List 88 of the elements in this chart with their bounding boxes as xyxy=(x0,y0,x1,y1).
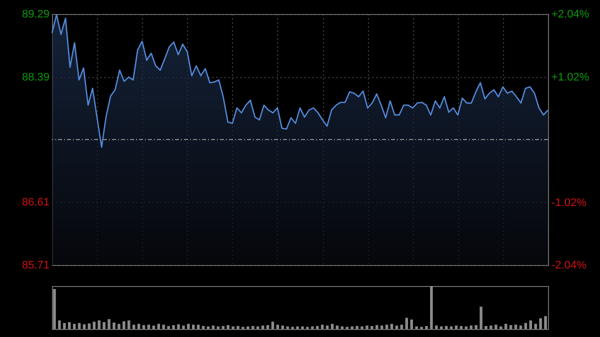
bar xyxy=(509,325,512,329)
bar xyxy=(281,326,284,329)
bar xyxy=(226,325,230,329)
bar xyxy=(112,322,116,329)
bar xyxy=(53,289,56,329)
bar xyxy=(311,326,314,329)
bar xyxy=(88,323,91,329)
bar xyxy=(192,324,195,329)
bar xyxy=(360,326,364,329)
bar xyxy=(316,326,319,329)
bar xyxy=(336,326,339,329)
bar xyxy=(152,326,156,329)
y-tick-label: 86.61 xyxy=(22,196,50,208)
bar xyxy=(246,326,250,329)
bar xyxy=(147,324,150,329)
bar xyxy=(202,326,205,329)
bar xyxy=(172,325,175,329)
bar xyxy=(415,326,418,329)
bar xyxy=(78,322,81,329)
bar xyxy=(524,322,528,329)
y-tick-label: 89.29 xyxy=(22,8,50,20)
bar xyxy=(366,326,368,329)
bar xyxy=(350,326,354,329)
bar xyxy=(474,325,478,329)
bar xyxy=(236,326,240,329)
bar xyxy=(167,326,170,329)
y2-tick-label: +2.04% xyxy=(552,8,590,20)
bar xyxy=(410,320,413,329)
bar xyxy=(63,322,66,329)
bar xyxy=(182,326,185,329)
bar xyxy=(320,324,324,329)
bar xyxy=(444,326,448,329)
bar xyxy=(118,324,120,329)
bar xyxy=(196,324,200,329)
bar xyxy=(529,320,532,329)
bar xyxy=(519,326,522,329)
bar xyxy=(484,326,488,329)
y2-tick-label: -1.02% xyxy=(552,196,587,209)
bar xyxy=(296,326,299,329)
bar xyxy=(301,326,304,329)
bar xyxy=(122,321,126,329)
bar xyxy=(177,324,180,329)
bar xyxy=(128,320,130,329)
bar xyxy=(68,322,71,329)
bar xyxy=(187,324,190,329)
bar xyxy=(544,316,547,329)
bar xyxy=(222,326,224,329)
bar xyxy=(276,324,280,329)
bar xyxy=(405,318,408,329)
bar xyxy=(490,326,492,329)
bar xyxy=(494,324,498,329)
bar xyxy=(252,326,254,329)
bar xyxy=(460,326,463,329)
bar xyxy=(425,326,428,329)
bar xyxy=(470,326,472,329)
bar xyxy=(92,322,96,329)
bar xyxy=(356,326,358,329)
bar xyxy=(132,324,136,329)
bar xyxy=(534,324,537,329)
bar xyxy=(480,306,482,329)
bar xyxy=(430,286,433,329)
bar xyxy=(266,325,270,329)
y2-tick-label: +1.02% xyxy=(552,71,590,84)
bar xyxy=(98,320,100,329)
bar xyxy=(108,319,110,329)
bar xyxy=(539,318,542,329)
bar xyxy=(385,324,388,329)
bar xyxy=(232,326,234,329)
bar xyxy=(286,326,289,329)
bar xyxy=(162,324,165,329)
bar xyxy=(370,326,374,329)
bar xyxy=(435,326,438,329)
bar xyxy=(212,326,215,329)
bar xyxy=(454,326,458,329)
y-tick-label: 88.39 xyxy=(22,72,50,84)
bar xyxy=(400,324,404,329)
y-tick-label: 85.71 xyxy=(22,260,50,272)
bar xyxy=(58,320,61,329)
bar xyxy=(380,326,384,329)
bar xyxy=(395,326,398,329)
bar xyxy=(271,322,274,329)
y2-tick-label: -2.04% xyxy=(552,260,587,272)
bar xyxy=(102,322,106,329)
bar xyxy=(261,326,264,329)
bar xyxy=(514,324,518,329)
bar xyxy=(376,325,378,329)
bar xyxy=(142,325,146,329)
bar xyxy=(326,326,329,329)
